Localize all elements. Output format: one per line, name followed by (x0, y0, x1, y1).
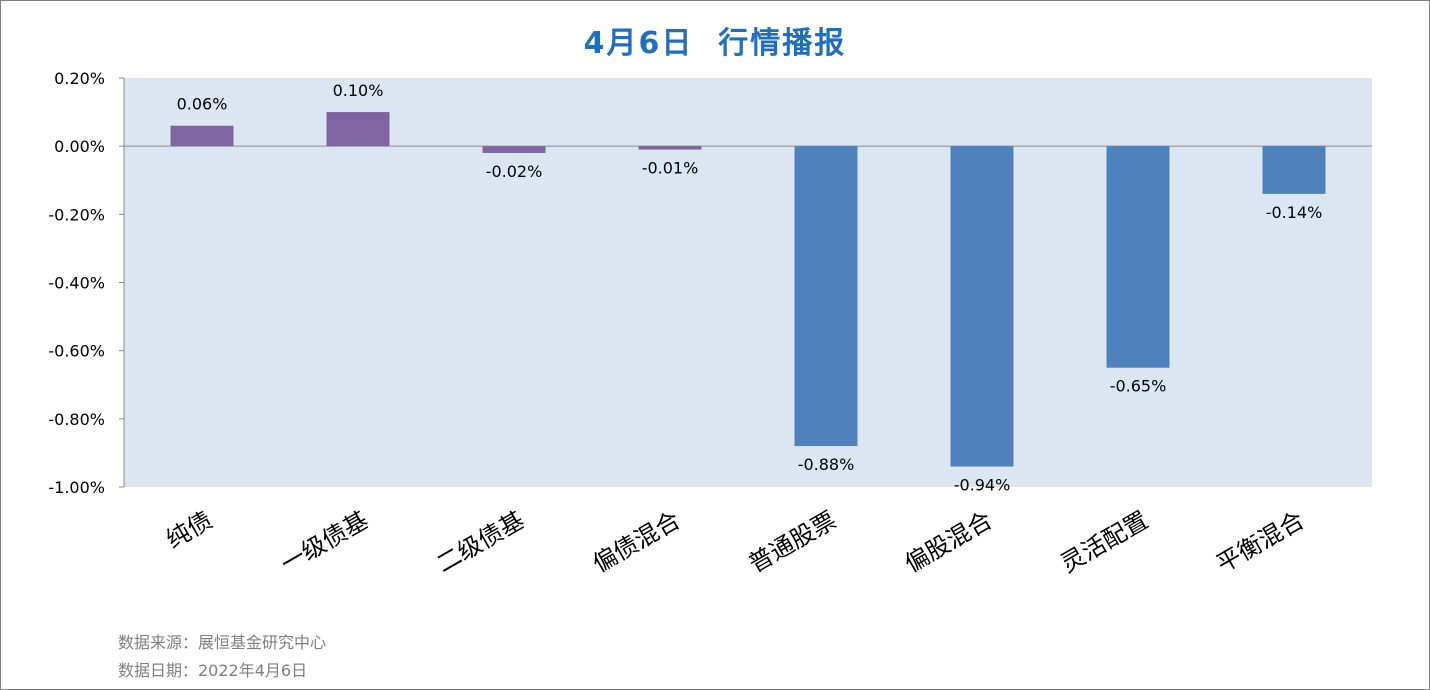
y-tick-label: -1.00% (48, 478, 105, 497)
data-labels: 0.06% 0.10% -0.02% -0.01% -0.88% -0.94% -0.65%… (177, 81, 1323, 494)
data-label: -0.65% (1110, 377, 1167, 396)
category-label: 灵活配置 (1056, 506, 1153, 578)
category-label: 二级债基 (432, 506, 529, 578)
x-axis-categories: 纯债 一级债基 二级债基 偏债混合 普通股票 偏股混合 灵活配置 平衡混合 (161, 506, 1309, 578)
category-label: 平衡混合 (1212, 506, 1309, 578)
y-tick-label: -0.20% (48, 205, 105, 224)
bar (638, 146, 702, 150)
bar (1106, 146, 1170, 368)
y-tick-label: 0.20% (54, 69, 105, 88)
category-label: 偏债混合 (588, 506, 685, 578)
bars (170, 112, 1326, 467)
category-label: 纯债 (161, 506, 217, 554)
plot-area (124, 78, 1372, 487)
bar (482, 146, 546, 153)
data-label: -0.94% (954, 476, 1011, 495)
bar (326, 112, 390, 147)
bar (1262, 146, 1326, 194)
data-label: -0.14% (1266, 203, 1323, 222)
data-date-note: 数据日期：2022年4月6日 (118, 661, 308, 680)
bar (170, 125, 234, 147)
bar (950, 146, 1014, 467)
category-label: 普通股票 (744, 506, 841, 578)
y-tick-label: -0.60% (48, 342, 105, 361)
y-tick-label: 0.00% (54, 137, 105, 156)
bar (794, 146, 858, 447)
y-tick-label: -0.80% (48, 410, 105, 429)
data-label: -0.88% (798, 455, 855, 474)
data-label: 0.06% (177, 95, 228, 114)
category-label: 偏股混合 (900, 506, 997, 578)
data-label: -0.01% (642, 159, 699, 178)
category-label: 一级债基 (276, 506, 373, 578)
y-tick-label: -0.40% (48, 274, 105, 293)
data-label: 0.10% (333, 81, 384, 100)
data-source-note: 数据来源：展恒基金研究中心 (118, 633, 327, 652)
chart-title: 4月6日 行情播报 (583, 26, 847, 61)
data-label: -0.02% (486, 162, 543, 181)
